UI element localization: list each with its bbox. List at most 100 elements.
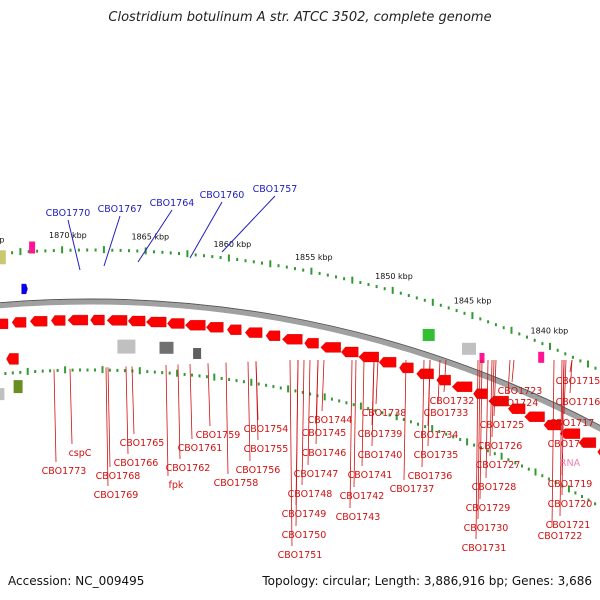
- bottom-gene-label: CBO1725: [480, 420, 525, 431]
- ruler-minor-tick: [486, 449, 489, 453]
- ruler-minor-tick: [352, 403, 355, 407]
- ruler-minor-tick: [581, 495, 583, 498]
- bottom-gene-label: CBO1751: [278, 550, 323, 561]
- ruler-minor-tick: [374, 409, 377, 413]
- ruler-minor-tick: [86, 368, 89, 372]
- genome-summary: Topology: circular; Length: 3,886,916 bp…: [262, 574, 592, 588]
- gene-arrow-reverse: [206, 322, 224, 333]
- gene-arrow-forward: [21, 283, 28, 295]
- gene-arrow-reverse: [90, 314, 105, 326]
- ruler-minor-tick: [94, 368, 96, 372]
- bottom-label-line: [255, 361, 259, 421]
- ruler-minor-tick: [161, 371, 164, 375]
- bottom-gene-label: CBO1759: [196, 430, 241, 441]
- ruler-minor-tick: [228, 378, 231, 381]
- ruler-minor-tick: [153, 370, 156, 374]
- gene-arrow-reverse: [282, 334, 303, 345]
- bottom-gene-label: CBO1754: [244, 424, 289, 435]
- coordinate-label: 1865 kbp: [131, 233, 169, 242]
- ruler-minor-tick: [423, 298, 426, 302]
- ruler-major-tick: [186, 250, 189, 258]
- bottom-gene-label: CBO1724: [494, 398, 539, 409]
- bottom-gene-label: CBO1723: [498, 386, 543, 397]
- ruler-minor-tick: [409, 420, 412, 424]
- ruler-minor-tick: [493, 452, 496, 456]
- feature-box: [159, 341, 174, 354]
- coordinate-label: 1875 kbp: [0, 236, 4, 245]
- ruler-minor-tick: [494, 323, 497, 327]
- ruler-major-tick: [431, 298, 434, 306]
- ruler-minor-tick: [554, 481, 557, 484]
- ruler-minor-tick: [309, 392, 312, 396]
- bottom-label-line: [321, 359, 325, 412]
- feature-box: [13, 380, 23, 394]
- gene-arrow-reverse: [507, 403, 526, 414]
- ruler-major-tick: [64, 366, 67, 374]
- feature-box: [538, 351, 545, 363]
- bottom-label-line: [479, 359, 483, 500]
- gene-arrow-reverse: [0, 318, 9, 329]
- ruler-minor-tick: [161, 250, 164, 254]
- ruler-minor-tick: [265, 383, 268, 387]
- gene-arrow-reverse: [67, 314, 89, 326]
- ruler-minor-tick: [169, 251, 172, 255]
- ruler-minor-tick: [294, 389, 297, 393]
- bottom-label-line: [491, 359, 495, 438]
- bottom-gene-label: CBO1720: [548, 499, 593, 510]
- bottom-gene-label: CBO1734: [414, 430, 459, 441]
- ruler-minor-tick: [294, 267, 296, 271]
- top-label-line: [221, 195, 276, 253]
- bottom-gene-label: CBO1735: [414, 450, 459, 461]
- ruler-minor-tick: [526, 335, 528, 339]
- ruler-minor-tick: [518, 332, 521, 336]
- ruler-minor-tick: [547, 477, 550, 481]
- ruler-minor-tick: [136, 249, 139, 253]
- feature-box: [193, 348, 202, 359]
- bottom-label-line: [107, 367, 111, 468]
- ruler-minor-tick: [521, 464, 523, 468]
- ruler-minor-tick: [359, 281, 362, 284]
- bottom-gene-labels: CBO1773 cspC CBO1769 CBO1768 CBO1766 CBO1765 f…: [42, 376, 600, 561]
- ruler-major-tick: [510, 326, 513, 334]
- ruler-minor-tick: [4, 372, 7, 375]
- ruler-major-tick: [213, 373, 216, 381]
- gene-arrow-reverse: [185, 320, 206, 331]
- ruler-minor-tick: [514, 461, 517, 465]
- bottom-gene-label: CBO1773: [42, 466, 87, 477]
- bottom-label-line: [375, 359, 379, 405]
- ruler-minor-tick: [527, 467, 530, 471]
- bottom-gene-label: CBO1768: [96, 471, 141, 482]
- ruler-minor-tick: [244, 259, 247, 263]
- bottom-gene-label: CBO1744: [308, 415, 353, 426]
- gene-arrow-reverse: [399, 362, 414, 374]
- bottom-gene-label: cspC: [69, 448, 92, 459]
- ruler-minor-tick: [261, 261, 263, 265]
- ruler-minor-tick: [123, 369, 126, 373]
- ruler-major-tick: [323, 393, 326, 401]
- bottom-label-line: [125, 366, 129, 455]
- ruler-minor-tick: [367, 283, 370, 286]
- bottom-label-line: [403, 359, 407, 481]
- top-label-line: [67, 219, 81, 271]
- ruler-minor-tick: [343, 277, 346, 281]
- bottom-gene-label: CBO1738: [362, 408, 407, 419]
- ruler-minor-tick: [205, 375, 208, 379]
- ruler-minor-tick: [191, 373, 193, 377]
- ruler-major-tick: [102, 246, 105, 254]
- bottom-gene-label: CBO1755: [244, 444, 289, 455]
- ruler-minor-tick: [383, 287, 386, 291]
- ruler-minor-tick: [367, 407, 370, 411]
- bottom-label-line: [353, 359, 357, 488]
- top-label-line: [103, 215, 121, 267]
- ruler-minor-tick: [571, 355, 574, 359]
- gene-arrow-reverse: [304, 338, 319, 349]
- bottom-label-line: [559, 359, 563, 517]
- ruler-minor-tick: [452, 435, 455, 439]
- feature-box: [117, 339, 136, 354]
- bottom-label-line: [361, 359, 365, 467]
- ruler-minor-tick: [183, 372, 186, 376]
- bottom-label-line: [301, 359, 305, 486]
- ruler-minor-tick: [556, 348, 559, 352]
- gene-arrow-reverse: [167, 318, 185, 329]
- ruler-minor-tick: [594, 502, 597, 506]
